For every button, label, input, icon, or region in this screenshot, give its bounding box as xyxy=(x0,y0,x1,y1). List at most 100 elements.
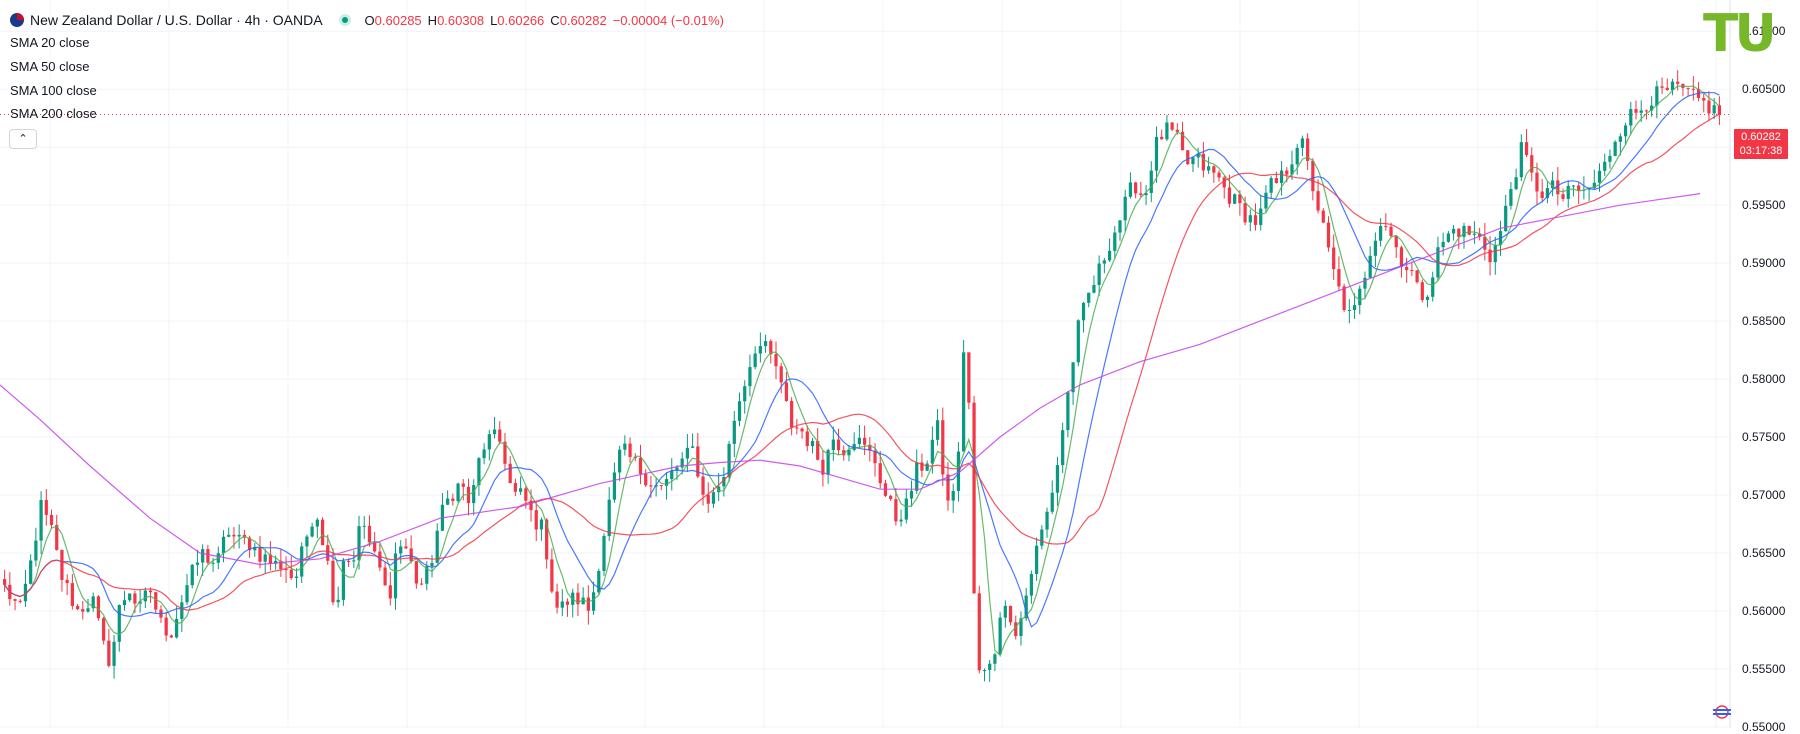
candle-body xyxy=(706,494,710,504)
candle-body xyxy=(284,569,288,571)
candle-body xyxy=(1665,87,1669,91)
candle-body xyxy=(988,663,992,671)
candle-body xyxy=(1592,182,1596,189)
candle-body xyxy=(1337,269,1341,287)
candle-body xyxy=(805,431,809,447)
candle-body xyxy=(1670,81,1675,91)
candle-body xyxy=(539,519,544,530)
candle-body xyxy=(258,547,262,562)
candle-body xyxy=(1248,215,1252,223)
candle-body xyxy=(779,366,783,383)
indicator-sma50-label[interactable]: SMA 50 close xyxy=(10,59,90,74)
sma-200-line xyxy=(0,193,1701,566)
candle-body xyxy=(1410,270,1414,272)
price-tick-label: 0.55000 xyxy=(1742,719,1786,734)
candle-body xyxy=(977,593,981,671)
tradingview-logo-icon xyxy=(1713,705,1731,719)
candle-body xyxy=(581,597,585,605)
candle-body xyxy=(550,559,554,592)
candle-body xyxy=(117,605,121,642)
candle-body xyxy=(1394,235,1398,248)
candle-body xyxy=(1457,228,1461,237)
candle-body xyxy=(419,583,424,585)
candle-body xyxy=(1712,105,1716,114)
indicator-sma20-label[interactable]: SMA 20 close xyxy=(10,35,90,50)
candle-body xyxy=(612,472,617,500)
candle-body xyxy=(315,519,319,527)
candle-body xyxy=(1201,153,1206,171)
candle-body xyxy=(190,564,194,586)
candle-body xyxy=(253,547,257,551)
candle-body xyxy=(1540,191,1544,199)
price-tick-label: 0.56000 xyxy=(1742,603,1786,618)
candle-body xyxy=(946,474,950,501)
candle-body xyxy=(1639,110,1643,113)
candle-body xyxy=(993,654,997,664)
candle-body xyxy=(1123,196,1127,221)
candle-body xyxy=(1175,129,1179,132)
candle-body xyxy=(670,470,674,480)
candle-body xyxy=(1144,193,1148,196)
candle-body xyxy=(1081,302,1086,321)
indicator-sma200-label[interactable]: SMA 200 close xyxy=(10,106,97,121)
candle-body xyxy=(1233,194,1237,204)
candle-body xyxy=(206,549,210,563)
candle-body xyxy=(1676,81,1680,84)
candle-body xyxy=(607,499,611,536)
symbol-header: New Zealand Dollar / U.S. Dollar · 4h · … xyxy=(10,10,724,30)
last-price-tag: 0.60282 03:17:38 xyxy=(1734,129,1788,159)
candle-body xyxy=(503,441,507,464)
candle-body xyxy=(86,608,90,612)
candle-body xyxy=(326,545,330,561)
candle-body xyxy=(268,554,273,564)
candle-body xyxy=(1483,236,1487,250)
candle-body xyxy=(1003,605,1007,618)
indicator-sma100-label[interactable]: SMA 100 close xyxy=(10,83,97,98)
candle-body xyxy=(1243,203,1247,223)
candle-body xyxy=(925,463,929,471)
candle-body xyxy=(409,548,413,562)
candle-body xyxy=(1154,136,1159,171)
candle-body xyxy=(247,537,252,551)
candle-body xyxy=(1066,392,1070,431)
candle-body xyxy=(378,551,382,568)
price-tick-label: 0.55500 xyxy=(1742,661,1786,676)
candle-body xyxy=(690,446,695,448)
candle-body xyxy=(1222,177,1226,188)
candle-body xyxy=(1087,292,1091,303)
candle-body xyxy=(393,553,398,599)
candle-body xyxy=(305,536,309,547)
candle-body xyxy=(638,457,643,474)
price-tick-label: 0.58000 xyxy=(1742,372,1786,387)
candle-body xyxy=(565,601,570,605)
candle-body xyxy=(498,429,502,442)
candle-body xyxy=(1134,182,1138,194)
candle-body xyxy=(1238,194,1242,204)
candle-body xyxy=(1702,98,1706,101)
collapse-indicators-button[interactable]: ⌃ xyxy=(9,129,37,149)
candle-body xyxy=(133,593,137,604)
candle-body xyxy=(790,400,794,428)
candle-body xyxy=(836,439,841,451)
candle-body xyxy=(1358,288,1362,306)
candle-body xyxy=(482,449,486,459)
candle-body xyxy=(221,536,226,554)
candle-body xyxy=(1217,172,1221,178)
candle-body xyxy=(1389,226,1393,236)
candle-body xyxy=(748,367,752,387)
candle-body xyxy=(800,428,804,432)
candle-body xyxy=(1431,277,1435,297)
symbol-title[interactable]: New Zealand Dollar / U.S. Dollar · 4h · … xyxy=(30,12,323,28)
candle-body xyxy=(727,443,731,478)
candle-body xyxy=(1061,430,1065,466)
candle-body xyxy=(664,479,669,486)
candle-body xyxy=(143,590,147,602)
candle-body xyxy=(399,546,403,554)
candle-body xyxy=(211,562,215,564)
candle-body xyxy=(49,514,54,525)
candle-body xyxy=(685,447,690,459)
candle-body xyxy=(1384,226,1388,228)
candle-body xyxy=(1660,86,1664,88)
candle-body xyxy=(1509,189,1513,206)
